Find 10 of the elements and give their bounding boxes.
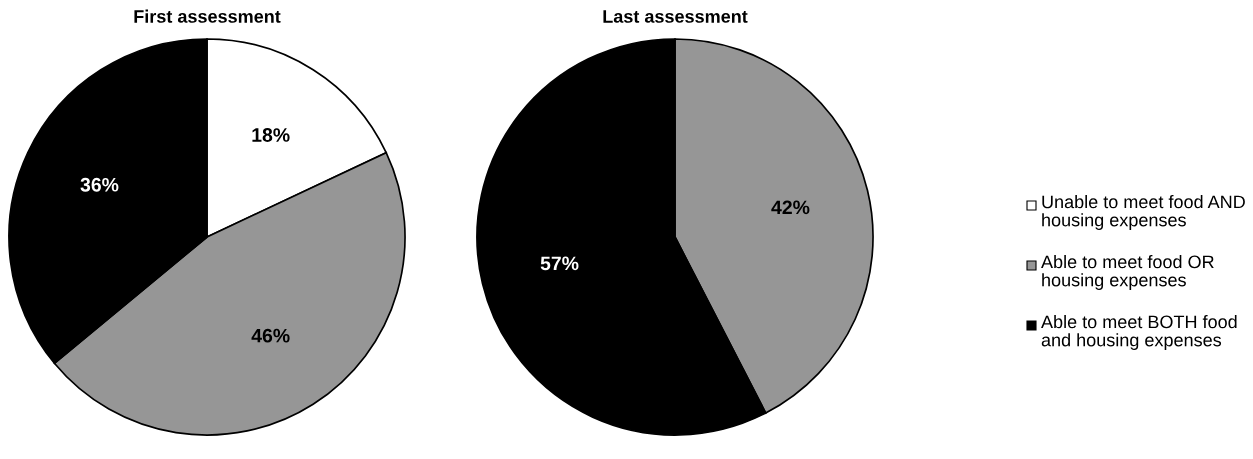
data-label: 36% (80, 177, 119, 192)
data-label: 57% (540, 256, 579, 271)
legend-label: Able to meet food OR housing expenses (1041, 255, 1214, 290)
chart-title: First assessment (134, 9, 281, 23)
chart-title: Last assessment (603, 10, 748, 23)
data-label: 46% (251, 328, 290, 343)
legend-label: Able to meet BOTH food and housing expenses (1041, 315, 1237, 350)
data-label: 42% (771, 200, 810, 215)
data-label: 18% (252, 128, 290, 142)
legend-label: Unable to meet food AND housing expenses (1042, 195, 1245, 230)
